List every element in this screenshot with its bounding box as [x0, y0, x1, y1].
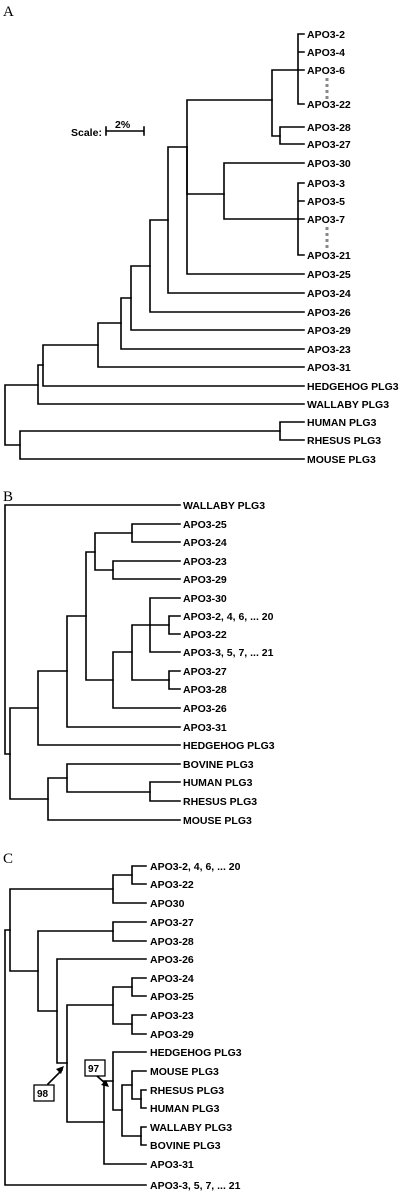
- leaf-label: APO3-22: [150, 879, 194, 891]
- leaf-label: APO3-5: [307, 196, 345, 208]
- leaf-label: APO3-29: [307, 325, 351, 337]
- leaf-label: BOVINE PLG3: [183, 759, 254, 771]
- leaf-label: APO3-27: [183, 666, 227, 678]
- scale-label: Scale:: [71, 127, 102, 139]
- bootstrap-value: 98: [37, 1089, 49, 1100]
- leaf-label: APO3-26: [183, 703, 227, 715]
- panel-c: C: [3, 851, 242, 1191]
- panel-a: A Scale: 2%: [3, 4, 399, 466]
- leaf-label: APO3-4: [307, 47, 345, 59]
- panel-a-letter: A: [3, 4, 14, 20]
- leaf-label: APO3-24: [307, 288, 351, 300]
- leaf-label: APO3-6: [307, 65, 345, 77]
- bootstrap-value: 97: [88, 1064, 100, 1075]
- leaf-label: APO3-2, 4, 6, ... 20: [150, 861, 241, 873]
- leaf-label: APO3-22: [307, 99, 351, 111]
- tree-b-labels: WALLABY PLG3 APO3-25 APO3-24 APO3-23 APO…: [183, 500, 275, 827]
- tree-b-branches: [4, 504, 181, 821]
- scale-bar-line: [105, 126, 145, 136]
- leaf-label: APO3-30: [183, 593, 227, 605]
- leaf-label: APO3-31: [307, 362, 351, 374]
- bootstrap-box-97: 97: [84, 1059, 106, 1077]
- leaf-label: RHESUS PLG3: [150, 1085, 224, 1097]
- leaf-label: APO3-2, 4, 6, ... 20: [183, 611, 274, 623]
- leaf-label: WALLABY PLG3: [183, 500, 265, 512]
- leaf-label: APO3-26: [307, 307, 351, 319]
- leaf-label: HUMAN PLG3: [150, 1103, 220, 1115]
- scale-bar: Scale: 2%: [71, 119, 145, 139]
- leaf-label: APO3-24: [150, 973, 194, 985]
- leaf-label: APO3-31: [183, 722, 227, 734]
- leaf-label: APO3-29: [150, 1029, 194, 1041]
- leaf-label: WALLABY PLG3: [150, 1122, 232, 1134]
- leaf-label: APO3-3, 5, 7, ... 21: [150, 1180, 241, 1191]
- leaf-label: APO3-24: [183, 537, 227, 549]
- leaf-label: APO3-30: [307, 158, 351, 170]
- leaf-label: MOUSE PLG3: [307, 454, 376, 466]
- leaf-label: APO3-25: [183, 519, 227, 531]
- leaf-label: APO3-28: [150, 936, 194, 948]
- tree-c-branches: [4, 865, 147, 1186]
- panel-b: B WALLABY PLG3 AP: [3, 489, 275, 827]
- leaf-label: APO3-23: [307, 344, 351, 356]
- panel-b-letter: B: [3, 489, 13, 505]
- leaf-label: APO3-29: [183, 574, 227, 586]
- leaf-label: APO3-28: [307, 122, 351, 134]
- scale-value: 2%: [115, 119, 131, 131]
- leaf-label: RHESUS PLG3: [183, 796, 257, 808]
- leaf-label: APO3-3: [307, 178, 345, 190]
- leaf-label: BOVINE PLG3: [150, 1140, 221, 1152]
- leaf-label: APO3-26: [150, 954, 194, 966]
- leaf-label: HEDGEHOG PLG3: [307, 381, 399, 393]
- leaf-label: APO3-3, 5, 7, ... 21: [183, 647, 274, 659]
- leaf-label: HUMAN PLG3: [183, 777, 253, 789]
- leaf-label: MOUSE PLG3: [183, 815, 252, 827]
- leaf-label: APO3-28: [183, 684, 227, 696]
- tree-a-labels: APO3-2 APO3-4 APO3-6 APO3-22 APO3-28 APO…: [307, 29, 399, 466]
- leaf-label: APO3-7: [307, 214, 345, 226]
- panel-c-letter: C: [3, 851, 13, 867]
- leaf-label: WALLABY PLG3: [307, 399, 389, 411]
- leaf-label: HEDGEHOG PLG3: [183, 740, 275, 752]
- leaf-label: APO3-25: [150, 991, 194, 1003]
- leaf-label: HUMAN PLG3: [307, 417, 377, 429]
- bootstrap-box-98: 98: [33, 1084, 55, 1102]
- leaf-label: APO3-22: [183, 629, 227, 641]
- leaf-label: RHESUS PLG3: [307, 435, 381, 447]
- leaf-label: APO3-31: [150, 1159, 194, 1171]
- leaf-label: HEDGEHOG PLG3: [150, 1047, 242, 1059]
- tree-a-branches: [4, 33, 329, 460]
- leaf-label: APO3-23: [183, 556, 227, 568]
- leaf-label: APO3-2: [307, 29, 345, 41]
- leaf-label: APO30: [150, 898, 185, 910]
- leaf-label: APO3-27: [307, 139, 351, 151]
- leaf-label: APO3-25: [307, 269, 351, 281]
- leaf-label: APO3-27: [150, 917, 194, 929]
- leaf-label: APO3-23: [150, 1010, 194, 1022]
- tree-c-labels: APO3-2, 4, 6, ... 20 APO3-22 APO30 APO3-…: [150, 861, 242, 1191]
- leaf-label: MOUSE PLG3: [150, 1066, 219, 1078]
- leaf-label: APO3-21: [307, 250, 351, 262]
